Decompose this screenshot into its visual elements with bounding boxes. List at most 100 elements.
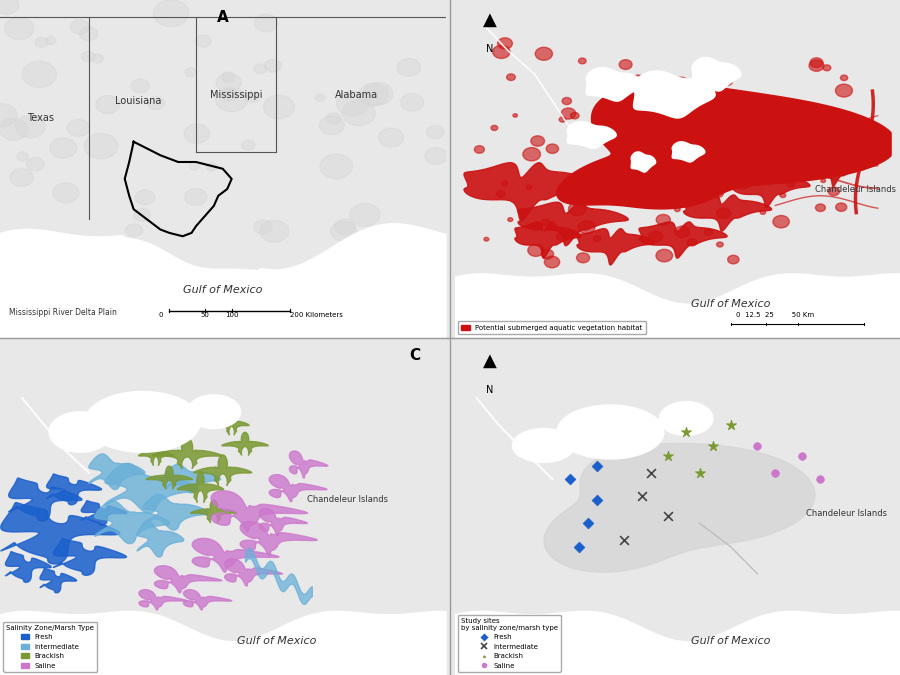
Polygon shape	[105, 463, 198, 513]
Circle shape	[773, 215, 789, 228]
Circle shape	[569, 202, 586, 215]
Text: Gulf of Mexico: Gulf of Mexico	[237, 637, 316, 646]
Text: ▲: ▲	[483, 11, 497, 29]
Text: Chandeleur Islands: Chandeleur Islands	[806, 508, 887, 518]
Circle shape	[342, 101, 375, 126]
Circle shape	[27, 157, 44, 171]
Circle shape	[497, 190, 505, 197]
Circle shape	[810, 58, 823, 68]
Legend: Fresh, Intermediate, Brackish, Saline: Fresh, Intermediate, Brackish, Saline	[4, 622, 97, 672]
Point	[616, 535, 631, 545]
Point	[813, 474, 827, 485]
Circle shape	[814, 126, 819, 130]
Circle shape	[425, 148, 447, 165]
Circle shape	[577, 253, 590, 263]
Circle shape	[542, 219, 550, 225]
Circle shape	[702, 104, 706, 107]
Circle shape	[688, 239, 697, 246]
Polygon shape	[515, 222, 581, 258]
Text: Gulf of Mexico: Gulf of Mexico	[691, 637, 770, 646]
Circle shape	[513, 114, 518, 117]
Polygon shape	[577, 229, 654, 265]
Polygon shape	[143, 494, 208, 530]
Circle shape	[523, 148, 541, 161]
Circle shape	[656, 249, 672, 262]
Point	[706, 440, 720, 451]
Point	[662, 511, 676, 522]
Circle shape	[716, 69, 729, 79]
Polygon shape	[222, 433, 268, 456]
Circle shape	[10, 169, 33, 186]
Circle shape	[659, 143, 669, 151]
Point	[572, 541, 587, 552]
Circle shape	[0, 118, 28, 140]
Circle shape	[255, 14, 278, 32]
Circle shape	[46, 36, 56, 45]
Circle shape	[50, 138, 76, 158]
Circle shape	[15, 115, 45, 138]
Text: Chandeleur Islands: Chandeleur Islands	[307, 495, 388, 504]
Polygon shape	[53, 539, 127, 575]
Circle shape	[492, 45, 510, 59]
Circle shape	[53, 183, 79, 202]
Circle shape	[712, 189, 724, 198]
Circle shape	[350, 203, 380, 226]
Circle shape	[758, 132, 772, 144]
Circle shape	[79, 27, 98, 40]
Circle shape	[184, 124, 210, 143]
Circle shape	[498, 38, 512, 49]
Circle shape	[154, 0, 189, 26]
Text: Chandeleur Islands: Chandeleur Islands	[815, 184, 896, 194]
Circle shape	[358, 84, 389, 106]
Legend: Potential submerged aquatic vegetation habitat: Potential submerged aquatic vegetation h…	[458, 321, 646, 334]
Circle shape	[241, 140, 255, 151]
Polygon shape	[1, 503, 120, 564]
Circle shape	[68, 119, 90, 136]
Text: Mississippi River Delta Plain: Mississippi River Delta Plain	[9, 308, 117, 317]
Point	[795, 450, 809, 461]
Circle shape	[733, 163, 739, 167]
Circle shape	[737, 95, 751, 107]
Circle shape	[619, 59, 632, 70]
Circle shape	[337, 91, 369, 116]
Polygon shape	[89, 454, 145, 489]
Circle shape	[526, 185, 532, 190]
Circle shape	[673, 77, 689, 90]
Text: Alabama: Alabama	[335, 90, 378, 99]
Polygon shape	[557, 405, 664, 459]
Circle shape	[674, 207, 680, 211]
Polygon shape	[139, 590, 187, 610]
Circle shape	[502, 181, 508, 186]
Legend: Fresh, Intermediate, Brackish, Saline: Fresh, Intermediate, Brackish, Saline	[458, 615, 561, 672]
Circle shape	[507, 74, 516, 80]
Circle shape	[544, 256, 560, 268]
Circle shape	[185, 68, 197, 77]
Point	[581, 518, 596, 529]
Point	[590, 460, 604, 471]
Text: 0: 0	[158, 313, 163, 318]
Polygon shape	[139, 443, 174, 466]
Polygon shape	[9, 478, 82, 521]
Circle shape	[221, 72, 235, 82]
Polygon shape	[631, 152, 655, 172]
Circle shape	[400, 94, 424, 111]
Circle shape	[775, 116, 791, 128]
Polygon shape	[692, 57, 741, 91]
Circle shape	[710, 117, 722, 126]
Text: Gulf of Mexico: Gulf of Mexico	[183, 286, 263, 295]
Point	[590, 494, 604, 505]
Circle shape	[379, 128, 404, 147]
Polygon shape	[586, 68, 643, 101]
Circle shape	[705, 229, 713, 236]
Point	[644, 467, 658, 478]
Circle shape	[0, 0, 19, 14]
Circle shape	[195, 35, 212, 47]
Polygon shape	[5, 551, 51, 583]
Circle shape	[531, 136, 544, 146]
Circle shape	[823, 65, 831, 71]
Polygon shape	[733, 171, 810, 207]
Circle shape	[131, 79, 149, 92]
Circle shape	[596, 173, 604, 180]
Circle shape	[92, 54, 104, 63]
Circle shape	[265, 59, 281, 72]
